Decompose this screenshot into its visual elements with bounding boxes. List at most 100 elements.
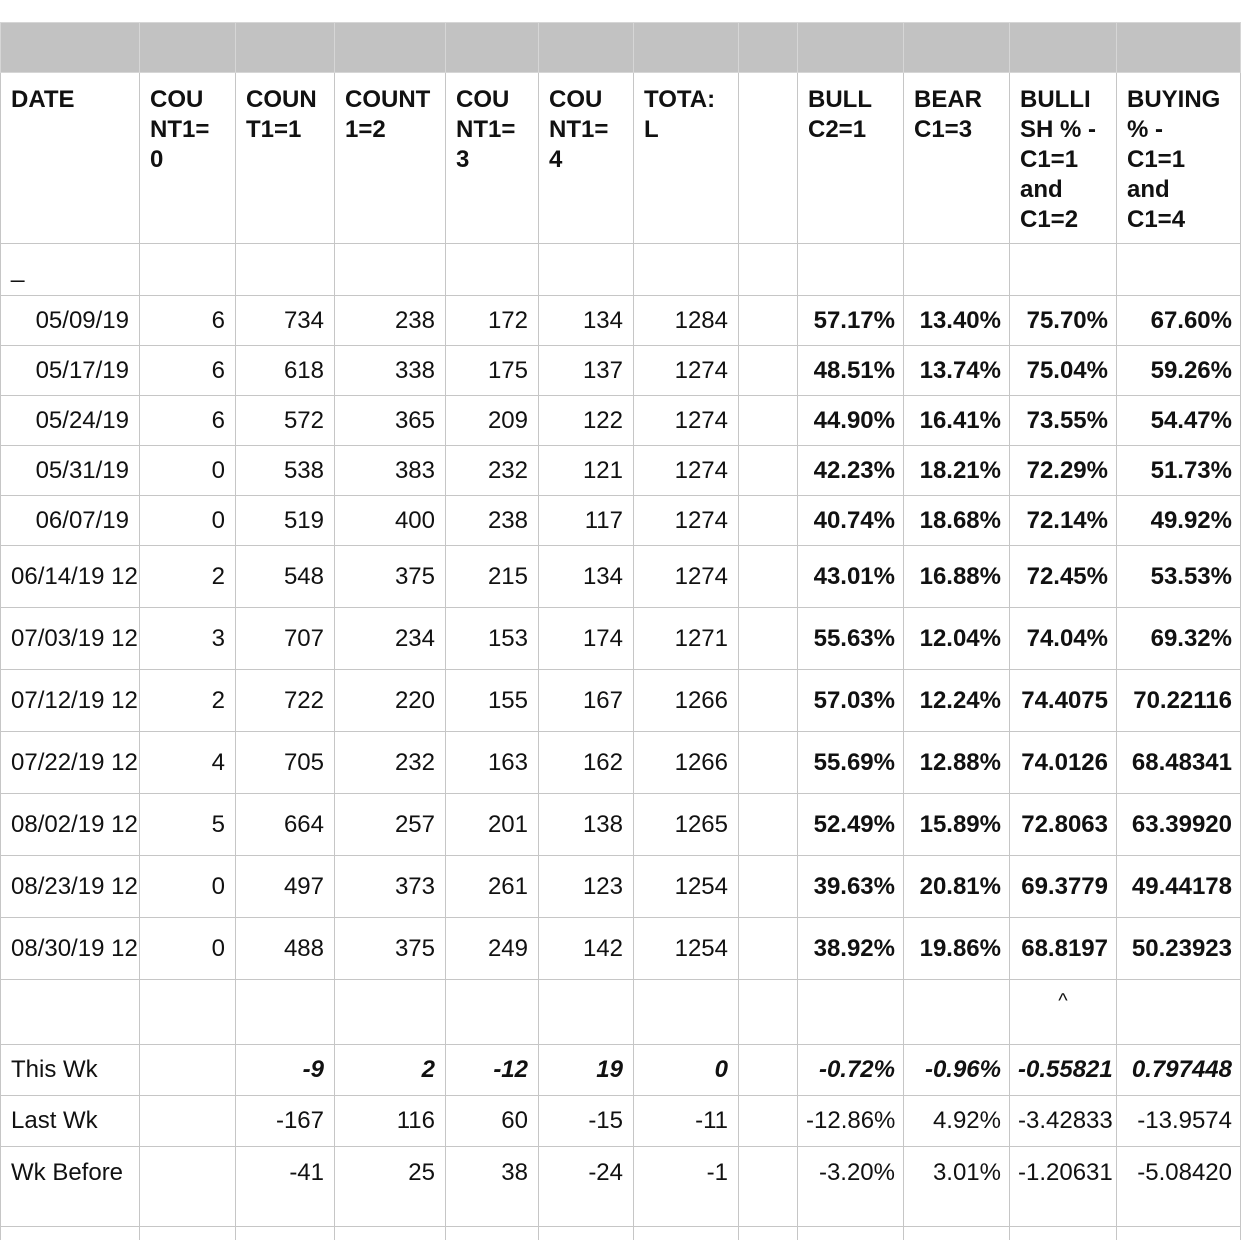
percent-cell: 42.23%: [797, 445, 904, 496]
empty-cell: [334, 979, 446, 1045]
percent-cell: 75.04%: [1009, 345, 1117, 396]
empty-cell: [139, 243, 236, 296]
empty-cell: [1116, 243, 1241, 296]
percent-cell: 52.49%: [797, 793, 904, 856]
count-cell: 134: [538, 545, 634, 608]
count-cell: 142: [538, 917, 634, 980]
empty-cell: [538, 243, 634, 296]
count-cell: 137: [538, 345, 634, 396]
empty-cell: [738, 979, 798, 1045]
summary-count: 116: [334, 1095, 446, 1147]
empty-cell: [445, 1226, 539, 1240]
percent-cell: 69.3779: [1009, 855, 1117, 918]
empty-cell: [738, 1095, 798, 1147]
empty-cell: [738, 669, 798, 732]
empty-cell: [445, 243, 539, 296]
percent-cell: 53.53%: [1116, 545, 1241, 608]
summary-percent: -3.20%: [797, 1146, 904, 1227]
percent-cell: 13.40%: [903, 295, 1010, 346]
percent-cell: 67.60%: [1116, 295, 1241, 346]
data-row: 05/17/19 6 618 338 175 137 1274 48.51% 13.74% 75.…: [0, 345, 1241, 396]
band-cell: [797, 22, 904, 73]
data-row: 07/12/19 12 2 722 220 155 167 1266 57.03% 12.24%…: [0, 669, 1241, 732]
empty-cell: [738, 1044, 798, 1096]
count-cell: 5: [139, 793, 236, 856]
count-cell: 138: [538, 793, 634, 856]
summary-row: Last Wk -167 116 60 -15 -11 -12.86% 4.92% -3.428…: [0, 1095, 1241, 1147]
count-cell: 153: [445, 607, 539, 670]
percent-cell: 49.44178: [1116, 855, 1241, 918]
empty-cell: [1116, 979, 1241, 1045]
count-cell: 383: [334, 445, 446, 496]
summary-label: Last Wk: [0, 1095, 140, 1147]
summary-percent: -3.42833: [1009, 1095, 1117, 1147]
header-cell: COU NT1= 4: [538, 72, 634, 244]
count-cell: 122: [538, 395, 634, 446]
count-cell: 232: [334, 731, 446, 794]
summary-percent: 3.01%: [903, 1146, 1010, 1227]
summary-count: -41: [235, 1146, 335, 1227]
band-cell: [445, 22, 539, 73]
data-row: 05/31/19 0 538 383 232 121 1274 42.23% 18.21% 72.…: [0, 445, 1241, 496]
percent-cell: 57.03%: [797, 669, 904, 732]
date-cell: 05/31/19: [0, 445, 140, 496]
empty-cell: [738, 855, 798, 918]
header-cell: BUYING % - C1=1 and C1=4: [1116, 72, 1241, 244]
column-band: [0, 22, 1241, 73]
count-cell: 123: [538, 855, 634, 918]
date-cell: 07/12/19 12: [0, 669, 140, 732]
summary-label: This Wk: [0, 1044, 140, 1096]
empty-cell: [633, 979, 739, 1045]
summary-count: 2: [334, 1044, 446, 1096]
summary-percent: -0.55821: [1009, 1044, 1117, 1096]
count-cell: 1274: [633, 545, 739, 608]
summary-count: -24: [538, 1146, 634, 1227]
count-cell: 220: [334, 669, 446, 732]
empty-cell: [738, 445, 798, 496]
header-cell: BULLI SH % - C1=1 and C1=2: [1009, 72, 1117, 244]
count-cell: 6: [139, 395, 236, 446]
summary-count: 0: [633, 1044, 739, 1096]
count-cell: 338: [334, 345, 446, 396]
summary-count: -167: [235, 1095, 335, 1147]
count-cell: 209: [445, 395, 539, 446]
count-cell: 249: [445, 917, 539, 980]
band-cell: [903, 22, 1010, 73]
percent-cell: 12.24%: [903, 669, 1010, 732]
summary-percent: -0.96%: [903, 1044, 1010, 1096]
percent-cell: 15.89%: [903, 793, 1010, 856]
count-cell: 488: [235, 917, 335, 980]
empty-cell: [1009, 243, 1117, 296]
count-cell: 6: [139, 345, 236, 396]
percent-cell: 68.8197: [1009, 917, 1117, 980]
data-row: 05/09/19 6 734 238 172 134 1284 57.17% 13.40% 75.…: [0, 295, 1241, 346]
percent-cell: 75.70%: [1009, 295, 1117, 346]
percent-cell: 59.26%: [1116, 345, 1241, 396]
percent-cell: 20.81%: [903, 855, 1010, 918]
empty-cell: [903, 979, 1010, 1045]
count-cell: 572: [235, 395, 335, 446]
data-row: 07/03/19 12 3 707 234 153 174 1271 55.63% 12.04%…: [0, 607, 1241, 670]
percent-cell: 63.39920: [1116, 793, 1241, 856]
percent-cell: 38.92%: [797, 917, 904, 980]
count-cell: 0: [139, 917, 236, 980]
count-cell: 162: [538, 731, 634, 794]
count-cell: 497: [235, 855, 335, 918]
count-cell: 1284: [633, 295, 739, 346]
data-row: 08/02/19 12 5 664 257 201 138 1265 52.49% 15.89%…: [0, 793, 1241, 856]
empty-cell: [797, 243, 904, 296]
count-cell: 2: [139, 545, 236, 608]
percent-cell: 44.90%: [797, 395, 904, 446]
count-cell: 4: [139, 731, 236, 794]
percent-cell: 55.63%: [797, 607, 904, 670]
count-cell: 1254: [633, 855, 739, 918]
count-cell: 1274: [633, 345, 739, 396]
summary-count: 19: [538, 1044, 634, 1096]
empty-cell: [1116, 1226, 1241, 1240]
empty-cell: [738, 345, 798, 396]
percent-cell: 40.74%: [797, 495, 904, 546]
empty-cell: [797, 1226, 904, 1240]
header-row: DATE COU NT1= 0 COUN T1=1 COUNT 1=2 COU NT1=…: [0, 72, 1241, 244]
percent-cell: 43.01%: [797, 545, 904, 608]
empty-cell: [738, 607, 798, 670]
